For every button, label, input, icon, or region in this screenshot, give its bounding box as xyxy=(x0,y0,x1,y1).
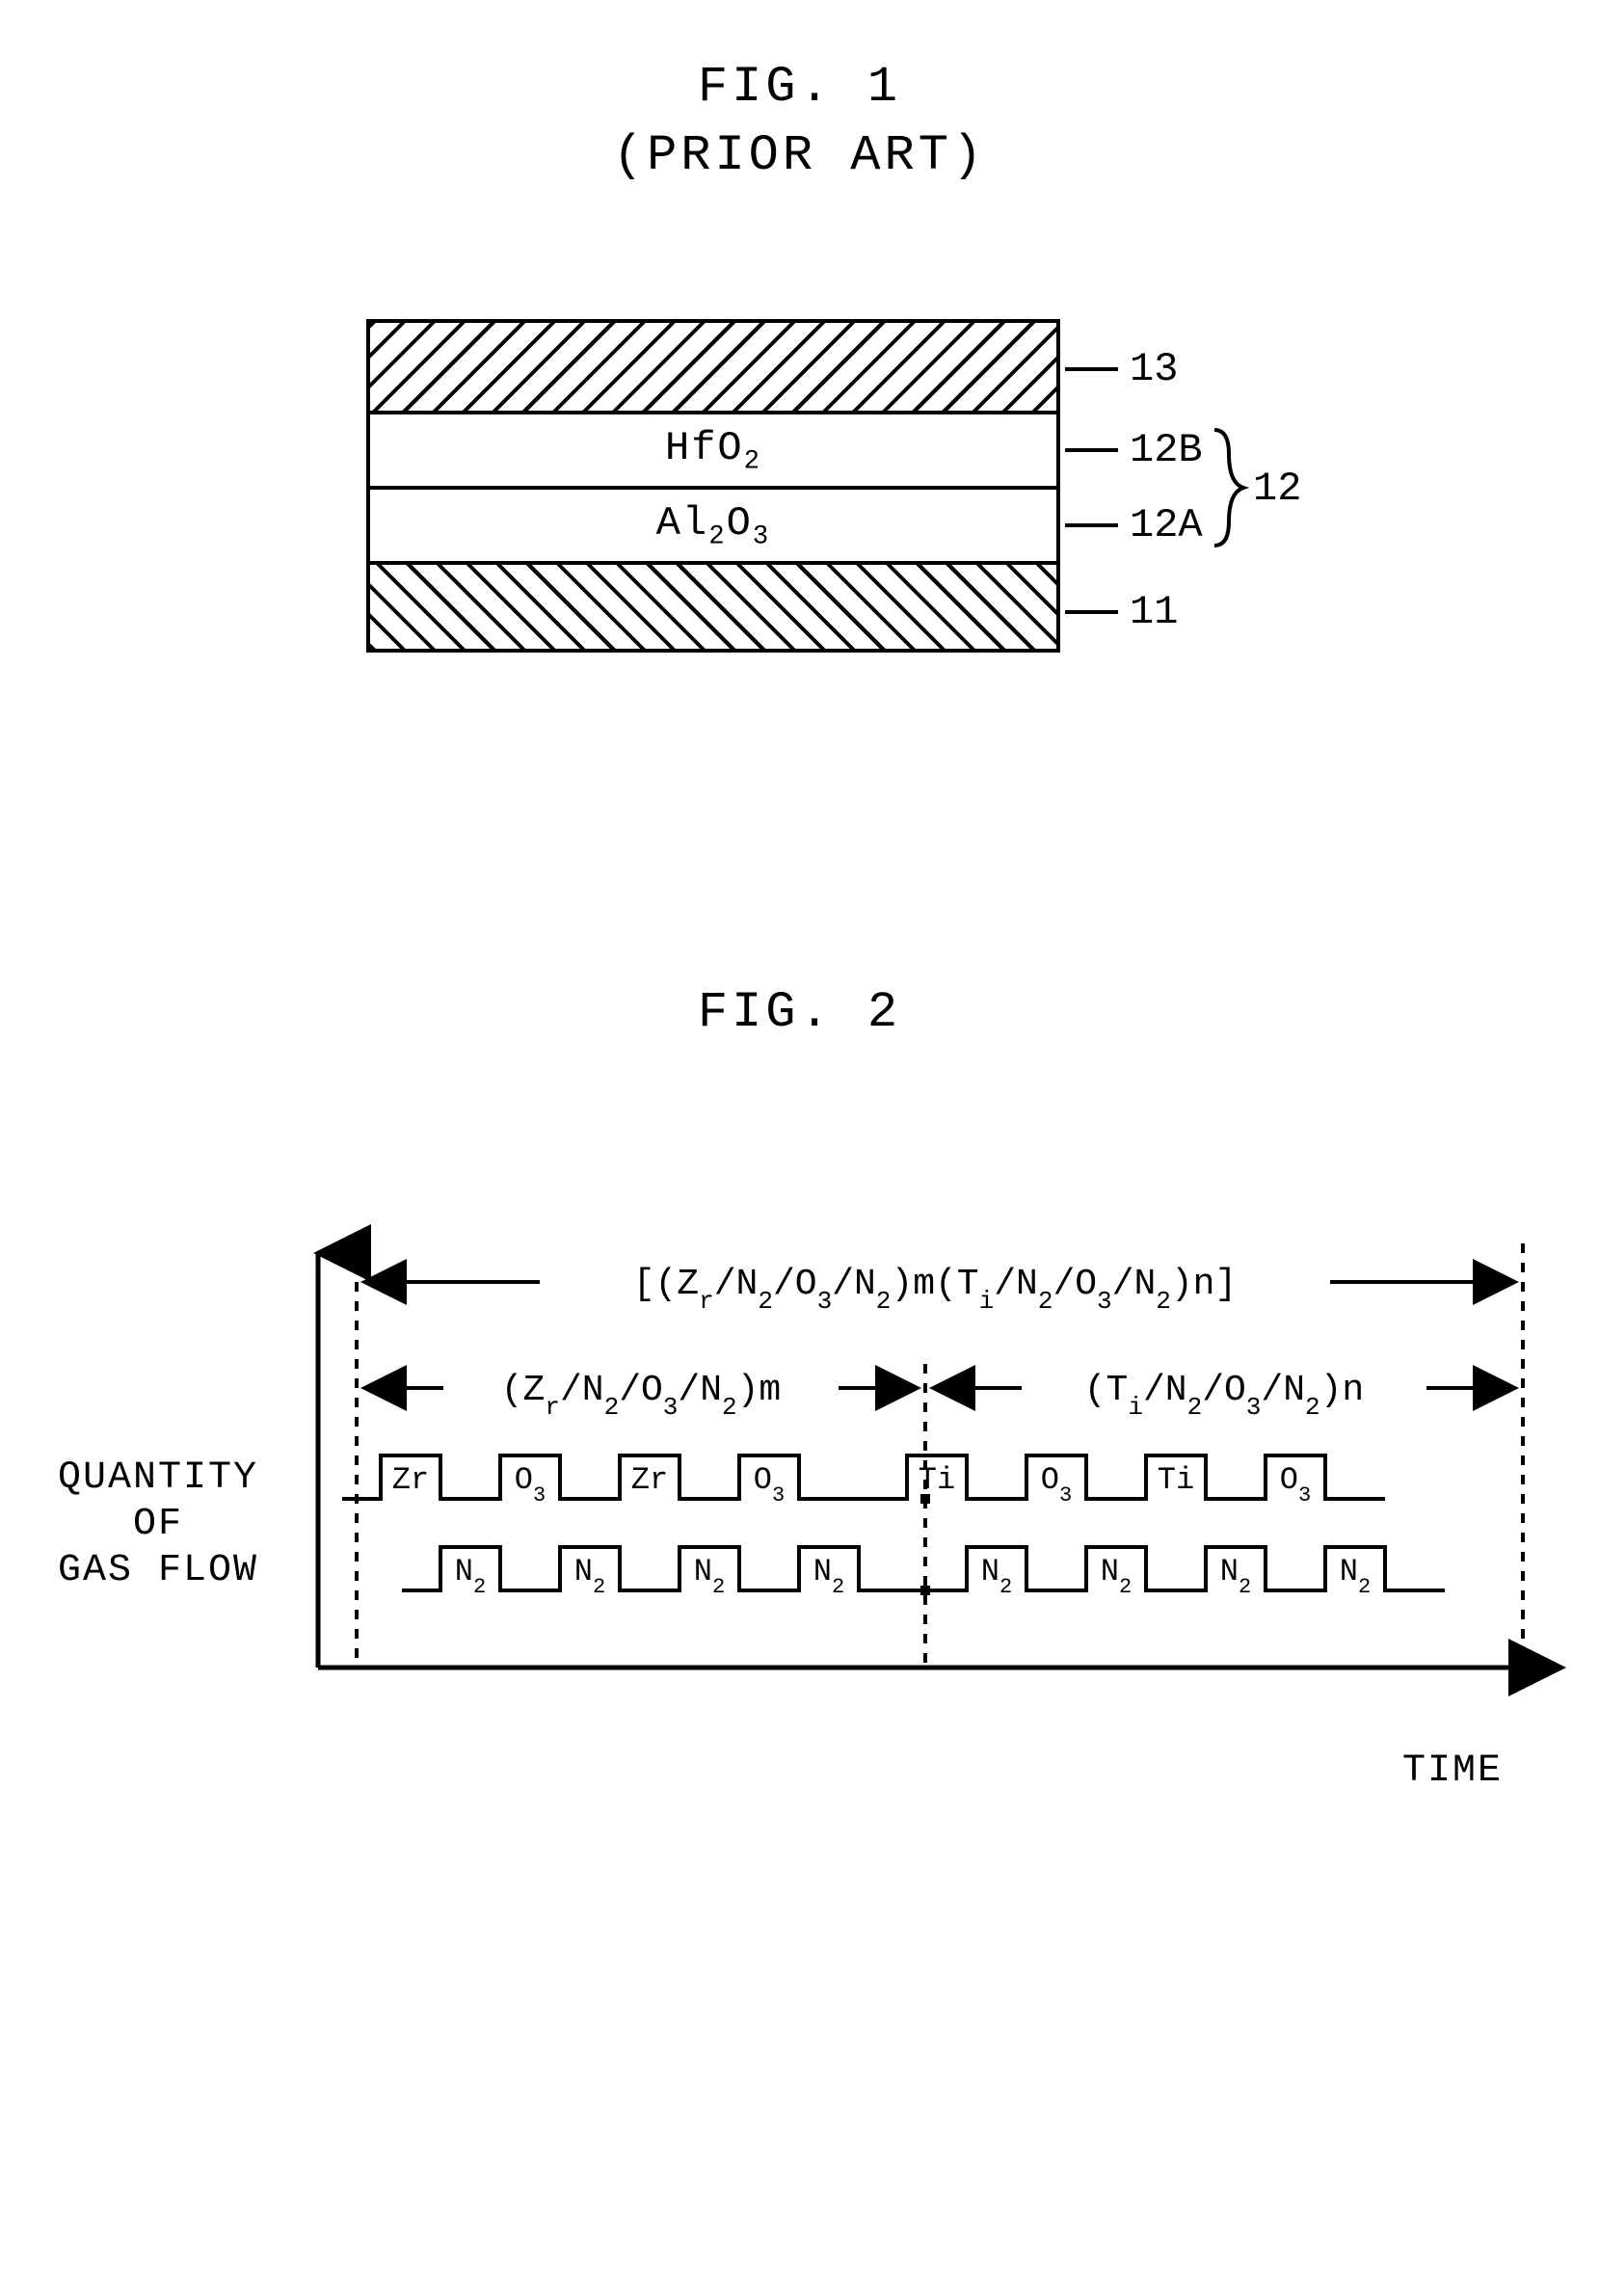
pulse-label: Zr xyxy=(631,1462,668,1498)
fig1-title: FIG. 1 xyxy=(39,58,1560,118)
pulse-label: N2 xyxy=(813,1554,844,1599)
callout-13-text: 13 xyxy=(1130,346,1178,392)
fig1-subtitle: (PRIOR ART) xyxy=(39,127,1560,184)
right-expr-text: (Ti/N2/O3/N2)n xyxy=(1084,1370,1364,1422)
pulse-label: N2 xyxy=(694,1554,725,1599)
pulse-label: N2 xyxy=(455,1554,486,1599)
mid-tick-1 xyxy=(920,1494,930,1504)
pulse-row-1: Zr O3 Zr O3 Ti O3 Ti O3 xyxy=(342,1455,1385,1508)
pulse-label: O3 xyxy=(754,1462,785,1508)
pulse-label: Ti xyxy=(919,1462,955,1498)
lead-line-icon xyxy=(1065,367,1118,371)
lead-line-icon xyxy=(1065,610,1118,614)
fig2-diagram: QUANTITY OF GAS FLOW xyxy=(39,1195,1560,1793)
y-label-2: OF xyxy=(58,1502,258,1548)
fig1-diagram: HfO2 Al2O3 13 12B 12A 11 12 xyxy=(39,319,1560,734)
callout-12b: 12B xyxy=(1065,427,1203,473)
callout-12: 12 xyxy=(1253,466,1301,512)
layer-stack: HfO2 Al2O3 xyxy=(366,319,1060,653)
mid-tick-2 xyxy=(920,1586,930,1595)
lead-line-icon xyxy=(1065,523,1118,527)
y-axis-label: QUANTITY OF GAS FLOW xyxy=(58,1455,258,1594)
y-label-1: QUANTITY xyxy=(58,1455,258,1502)
callout-12a-text: 12A xyxy=(1130,502,1203,548)
layer-12b-label: HfO2 xyxy=(665,425,761,476)
layer-12b: HfO2 xyxy=(366,411,1060,486)
top-expr-text: [(Zr/N2/O3/N2)m(Ti/N2/O3/N2)n] xyxy=(633,1264,1238,1316)
layer-12a-label: Al2O3 xyxy=(656,500,770,551)
callout-11: 11 xyxy=(1065,589,1178,635)
layer-13 xyxy=(366,319,1060,411)
pulse-label: O3 xyxy=(1041,1462,1072,1508)
callout-12a: 12A xyxy=(1065,502,1203,548)
timing-chart: [(Zr/N2/O3/N2)m(Ti/N2/O3/N2)n] (Zr/N2/O3… xyxy=(289,1195,1599,1764)
pulse-label: N2 xyxy=(1101,1554,1132,1599)
pulse-label: Ti xyxy=(1158,1462,1194,1498)
pulse-label: N2 xyxy=(574,1554,605,1599)
pulse-label: Zr xyxy=(392,1462,429,1498)
layer-12a: Al2O3 xyxy=(366,486,1060,561)
left-expr-text: (Zr/N2/O3/N2)m xyxy=(501,1370,781,1422)
callout-11-text: 11 xyxy=(1130,589,1178,635)
pulse-label: N2 xyxy=(981,1554,1012,1599)
fig2-title: FIG. 2 xyxy=(39,984,1560,1041)
lead-line-icon xyxy=(1065,448,1118,452)
pulse-label: O3 xyxy=(1280,1462,1311,1508)
layer-11 xyxy=(366,561,1060,653)
callout-12-text: 12 xyxy=(1253,466,1301,512)
pulse-label: N2 xyxy=(1340,1554,1371,1599)
x-axis-label: TIME xyxy=(1402,1749,1503,1793)
callout-12b-text: 12B xyxy=(1130,427,1203,473)
callout-13: 13 xyxy=(1065,346,1178,392)
y-label-3: GAS FLOW xyxy=(58,1548,258,1594)
pulse-path xyxy=(342,1455,1385,1499)
pulse-label: N2 xyxy=(1220,1554,1251,1599)
pulse-label: O3 xyxy=(515,1462,546,1508)
